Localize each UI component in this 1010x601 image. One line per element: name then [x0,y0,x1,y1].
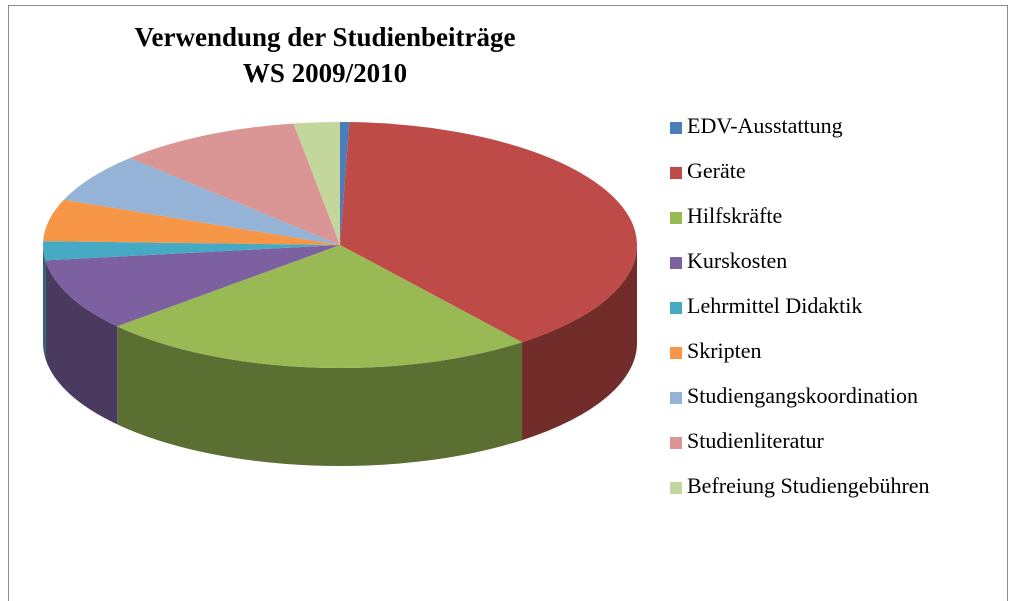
pie-side [117,326,523,466]
legend-label: Kurskosten [687,248,787,273]
legend-swatch [670,212,682,224]
pie-slice [45,245,341,327]
pie-slice [340,122,350,245]
chart-title: Verwendung der Studienbeiträge [134,22,515,52]
legend-label: Skripten [687,338,762,363]
legend-swatch [670,347,682,359]
legend-swatch [670,392,682,404]
legend-swatch [670,302,682,314]
legend-label: Lehrmittel Didaktik [687,293,862,318]
legend-label: Befreiung Studiengebühren [687,473,930,498]
legend-swatch [670,167,682,179]
legend-label: Studiengangskoordination [687,383,918,408]
pie-side [45,260,118,425]
legend-label: Hilfskräfte [687,203,782,228]
legend-swatch [670,122,682,134]
chart-subtitle: WS 2009/2010 [243,58,407,88]
pie-side [43,245,46,359]
pie-slice [43,199,341,245]
legend-label: EDV-Ausstattung [687,113,843,138]
pie-slice [43,241,340,261]
legend-swatch [670,437,682,449]
legend-swatch [670,257,682,269]
pie-slice [340,122,637,343]
pie-slice [129,123,340,245]
pie-slice [117,245,523,368]
pie-slice [293,122,340,245]
legend-swatch [670,482,682,494]
legend-label: Geräte [687,158,746,183]
pie-slice [63,158,340,245]
legend-label: Studienliteratur [687,428,825,453]
pie-side [522,245,637,441]
